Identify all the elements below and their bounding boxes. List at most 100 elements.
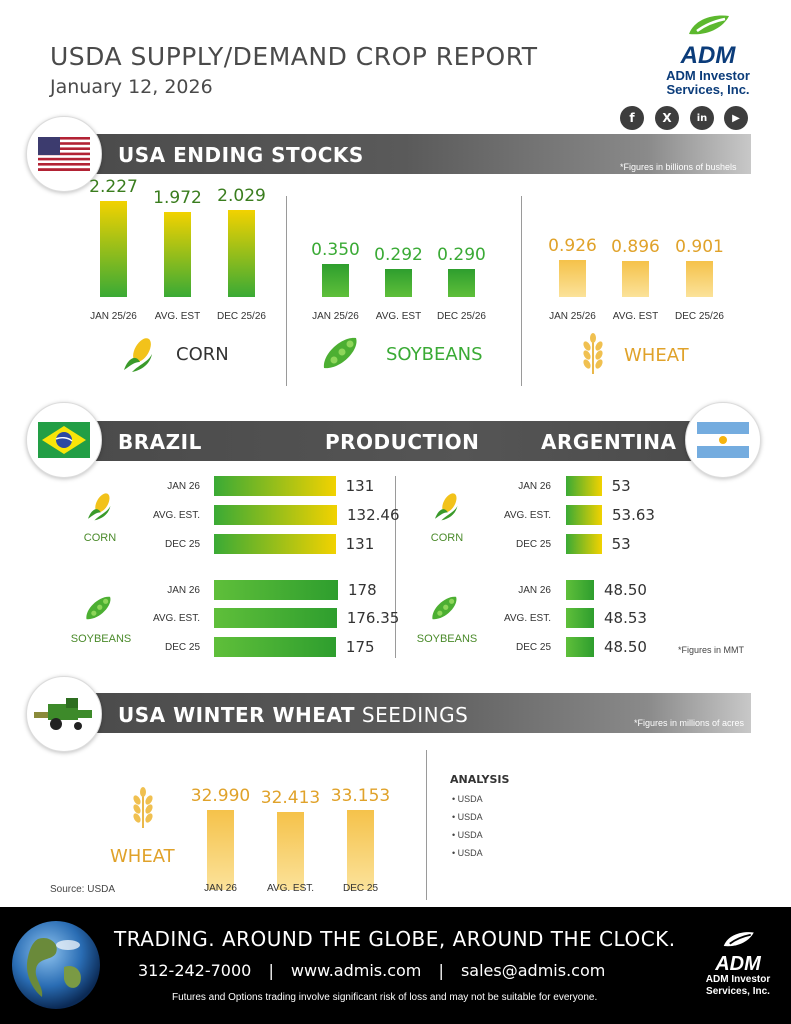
divider (426, 750, 427, 900)
bar (322, 263, 349, 297)
corn-icon (124, 338, 152, 372)
adm-logo[interactable]: ADM ADM Investor Services, Inc. (660, 14, 756, 97)
bar (214, 580, 338, 600)
brazil-soybeans-label: SOYBEANS (70, 633, 132, 645)
wheat-icon (133, 787, 153, 828)
divider (521, 196, 522, 386)
winter-wheat-title: USA WINTER WHEAT SEEDINGS (118, 703, 468, 727)
bar (100, 201, 127, 297)
argentina-flag-icon (697, 422, 749, 458)
data-label: 0.901 (675, 236, 724, 257)
report-date: January 12, 2026 (50, 76, 213, 98)
analysis-item: • USDA (452, 830, 483, 840)
tick-label: AVG. EST. (503, 613, 551, 624)
globe-icon (12, 921, 100, 1009)
footer-logo-sub-1: ADM Investor (705, 974, 771, 985)
logo-sub-2: Services, Inc. (666, 82, 750, 97)
bar (448, 269, 475, 297)
data-label: 0.292 (374, 245, 423, 266)
production-note: *Figures in MMT (678, 645, 745, 655)
tick-label: JAN 26 (518, 585, 551, 596)
footer-tagline: TRADING. AROUND THE GLOBE, AROUND THE CL… (114, 927, 676, 951)
brazil-title: BRAZIL (118, 430, 202, 454)
tick-label: AVG. EST. (503, 510, 551, 521)
bar (228, 209, 255, 297)
tick-label: DEC 25/26 (675, 311, 724, 322)
tick-label: DEC 25 (342, 883, 378, 894)
argentina-corn-label: CORN (430, 532, 464, 544)
tick-label: DEC 25 (515, 539, 551, 550)
tick-label: DEC 25 (164, 539, 200, 550)
tick-label: AVG. EST. (152, 613, 200, 624)
tick-label: AVG. EST (375, 311, 422, 322)
separator: | (438, 961, 444, 980)
bar (622, 261, 649, 297)
data-label: 0.896 (611, 237, 660, 258)
page-title: USDA SUPPLY/DEMAND CROP REPORT (50, 42, 538, 71)
corn-icon (88, 493, 111, 521)
soybeans-label: SOYBEANS (386, 344, 483, 365)
data-label: 48.50 (603, 638, 647, 656)
data-label: 175 (345, 638, 375, 656)
argentina-title: ARGENTINA (541, 430, 677, 454)
tick-label: JAN 26 (518, 481, 551, 492)
tick-label: JAN 26 (167, 481, 200, 492)
corn-label: CORN (176, 344, 229, 365)
bar (566, 534, 602, 554)
data-label: 0.350 (311, 239, 360, 260)
soybean-icon (323, 337, 357, 369)
bar (566, 505, 602, 525)
winter-wheat-title-light: SEEDINGS (355, 703, 469, 727)
leaf-icon (689, 15, 729, 35)
data-label: 48.50 (603, 581, 647, 599)
bar (214, 505, 337, 525)
data-label: 32.990 (190, 786, 251, 807)
bar (385, 269, 412, 297)
tick-label: JAN 25/26 (90, 311, 137, 322)
analysis-item: • USDA (452, 794, 483, 804)
data-label: 2.227 (89, 177, 138, 198)
production-banner (60, 421, 731, 461)
tick-label: JAN 26 (204, 883, 237, 894)
data-label: 2.029 (217, 185, 266, 206)
data-label: 178 (348, 581, 377, 599)
ending-stocks-note: *Figures in billions of bushels (620, 162, 737, 172)
linkedin-icon[interactable]: in (690, 106, 714, 130)
website-link[interactable]: www.admis.com (290, 961, 422, 980)
data-label: 48.53 (604, 609, 647, 627)
footer-logo-sub-2: Services, Inc. (706, 986, 770, 997)
bar (566, 608, 594, 628)
bar (566, 637, 594, 657)
email-link[interactable]: sales@admis.com (460, 961, 606, 980)
data-label: 32.413 (260, 788, 321, 809)
leaf-icon (723, 932, 754, 947)
winter-wheat-banner (60, 693, 751, 733)
data-label: 131 (345, 477, 375, 495)
argentina-flag-badge (685, 402, 761, 478)
data-label: 132.46 (347, 506, 400, 524)
tick-label: DEC 25 (515, 642, 551, 653)
analysis-item: • USDA (452, 812, 483, 822)
youtube-icon[interactable]: ▶ (724, 106, 748, 130)
footer: TRADING. AROUND THE GLOBE, AROUND THE CL… (0, 907, 791, 1024)
bar (686, 260, 713, 297)
footer-logo-wordmark: ADM (715, 953, 761, 975)
bar (214, 476, 336, 496)
x-icon[interactable]: X (655, 106, 679, 130)
logo-sub-1: ADM Investor (666, 68, 750, 83)
data-label: 0.290 (437, 245, 486, 266)
wheat-label: WHEAT (624, 345, 689, 366)
footer-adm-logo[interactable]: ADM ADM Investor Services, Inc. (690, 931, 786, 998)
bar (214, 534, 336, 554)
analysis-title: ANALYSIS (450, 773, 510, 786)
facebook-icon[interactable]: f (620, 106, 644, 130)
divider (286, 196, 287, 386)
bar (214, 637, 336, 657)
winter-wheat-title-bold: USA WINTER WHEAT (118, 703, 356, 727)
tick-label: AVG. EST. (152, 510, 200, 521)
bar (347, 809, 374, 890)
data-label: 1.972 (153, 188, 202, 209)
usa-flag-icon (38, 137, 90, 171)
phone-link[interactable]: 312-242-7000 (138, 961, 252, 980)
usa-flag-badge (26, 116, 102, 192)
